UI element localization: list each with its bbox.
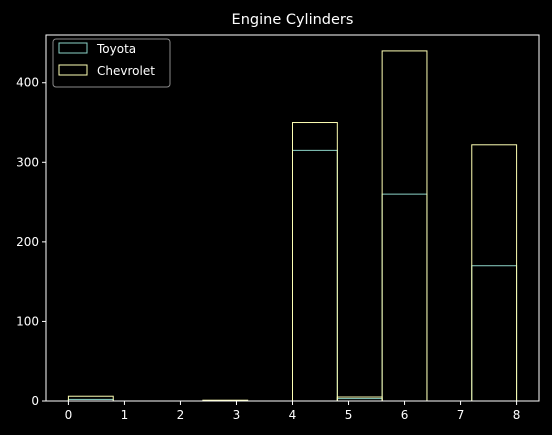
x-tick-label: 2 [177,408,185,422]
x-tick-label: 7 [457,408,465,422]
x-tick-label: 6 [401,408,409,422]
x-tick-label: 4 [289,408,297,422]
x-tick-label: 0 [65,408,73,422]
y-tick-label: 100 [16,314,39,328]
legend-label-toyota: Toyota [96,42,136,56]
y-tick-label: 300 [16,155,39,169]
x-tick-label: 5 [345,408,353,422]
legend-swatch-toyota [58,42,88,54]
x-tick-label: 3 [233,408,241,422]
y-axis: 0 100 200 300 400 [16,76,46,408]
chart-title: Engine Cylinders [232,12,354,28]
x-tick-label: 8 [513,408,521,422]
legend-label-chevrolet: Chevrolet [97,64,155,78]
x-tick-label: 1 [121,408,129,422]
legend: Toyota Chevrolet [52,38,171,88]
legend-items: Toyota Chevrolet [58,42,155,78]
y-tick-label: 0 [31,394,39,408]
legend-swatch-chevrolet [58,64,88,76]
y-tick-label: 200 [16,235,39,249]
x-axis: 0 1 2 3 4 5 6 7 8 [65,401,521,422]
y-tick-label: 400 [16,76,39,90]
